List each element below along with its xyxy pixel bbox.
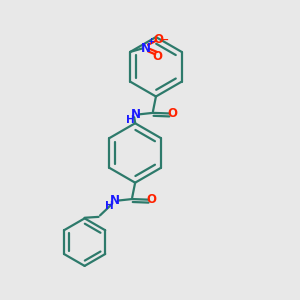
Text: O: O [153, 33, 163, 46]
Text: −: − [160, 34, 169, 44]
Text: N: N [110, 194, 120, 207]
Text: N: N [131, 108, 141, 121]
Text: O: O [152, 50, 162, 63]
Text: N: N [141, 42, 151, 55]
Text: O: O [167, 107, 177, 120]
Text: O: O [146, 193, 157, 206]
Text: H: H [105, 201, 114, 211]
Text: +: + [148, 37, 154, 46]
Text: H: H [126, 115, 135, 125]
